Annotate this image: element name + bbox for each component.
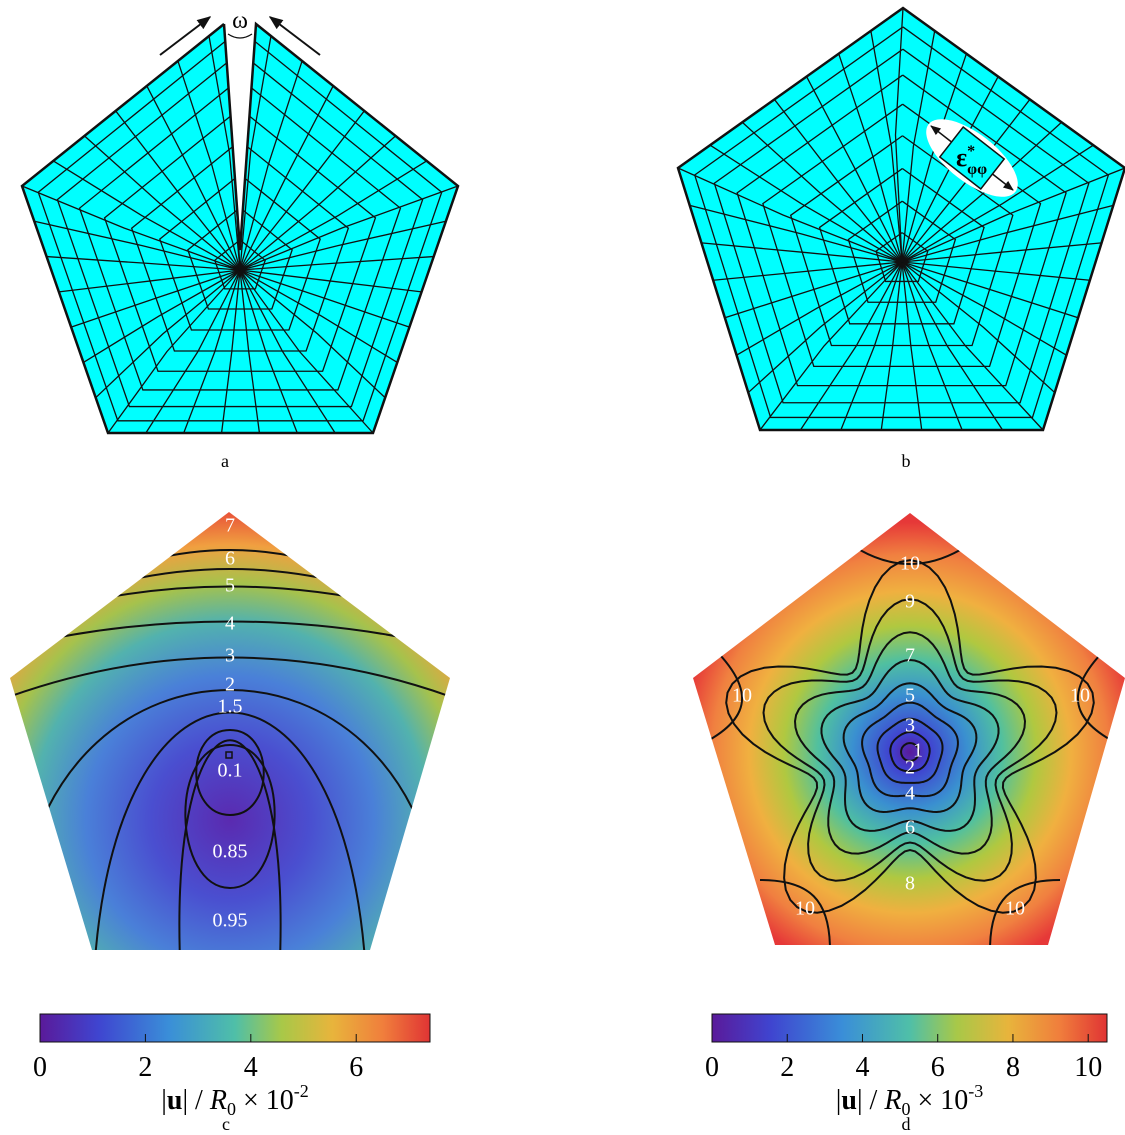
- colorbar: [40, 1014, 430, 1042]
- label-part: /: [195, 1085, 203, 1116]
- label-part: ×: [243, 1085, 259, 1116]
- contour-label: 5: [225, 575, 235, 597]
- label-part: R: [883, 1085, 901, 1116]
- contour-label: 3: [905, 715, 915, 737]
- tick-label: 2: [138, 1052, 152, 1083]
- tick-label: 4: [244, 1052, 258, 1083]
- tick-label: 6: [349, 1052, 363, 1083]
- contour-label: 9: [905, 591, 915, 613]
- contour-label: 6: [225, 548, 235, 570]
- contour-label: 10: [1070, 685, 1090, 707]
- contour-label: 5: [905, 685, 915, 707]
- contour-label: 10: [795, 898, 815, 920]
- contour-label: 10: [732, 685, 752, 707]
- panel-label: d: [902, 1114, 911, 1134]
- contour-label: 10: [1005, 898, 1025, 920]
- panel-b: ε*φφ b: [678, 8, 1125, 471]
- contour-label: 4: [905, 783, 915, 805]
- contour-label: 10: [900, 553, 920, 575]
- panel-label: c: [222, 1114, 230, 1134]
- panel-label: a: [221, 451, 229, 471]
- strain-symbol: ε: [956, 143, 967, 172]
- contour-label: 1.5: [218, 696, 243, 718]
- colorbar: [712, 1014, 1107, 1042]
- mesh: [678, 8, 1125, 430]
- tick-label: 2: [780, 1052, 794, 1083]
- contour-label: 2: [905, 757, 915, 779]
- contour-label: 0.85: [213, 841, 248, 863]
- contour-label: 0.1: [218, 760, 243, 782]
- colorbar-label: |u|/R0×10-2: [161, 1081, 308, 1119]
- label-part: |: [182, 1085, 188, 1116]
- panel-a: ωa: [22, 2, 458, 471]
- tick-label: 6: [931, 1052, 945, 1083]
- figure: ωa ε*φφb 7654321.50.10.850.950246|u|/R0×…: [0, 0, 1125, 1135]
- strain-sup: *: [967, 143, 975, 160]
- label-part: /: [870, 1085, 878, 1116]
- label-part: u: [167, 1085, 183, 1116]
- label-part: 10: [940, 1085, 968, 1116]
- label-part: |: [857, 1085, 863, 1116]
- tick-label: 0: [705, 1052, 719, 1083]
- contour-label: 8: [905, 873, 915, 895]
- tick-label: 8: [1006, 1052, 1020, 1083]
- contour-label: 2: [225, 674, 235, 696]
- strain-sub: φφ: [967, 161, 987, 178]
- contour-label: 3: [225, 645, 235, 667]
- tick-label: 4: [855, 1052, 869, 1083]
- angle-label: ω: [232, 8, 248, 34]
- label-part: -2: [294, 1081, 309, 1101]
- contour-label: 0.95: [213, 910, 248, 932]
- contour-label: 6: [905, 817, 915, 839]
- label-part: ×: [917, 1085, 933, 1116]
- contour-label: 7: [225, 515, 235, 537]
- tick-label: 10: [1074, 1052, 1102, 1083]
- tick-label: 0: [33, 1052, 47, 1083]
- label-part: R: [209, 1085, 227, 1116]
- contour-label: 7: [905, 645, 915, 667]
- label-part: -3: [968, 1081, 983, 1101]
- contour-label: 4: [225, 613, 235, 635]
- label-part: u: [841, 1085, 857, 1116]
- panel-label: b: [902, 451, 911, 471]
- label-part: 10: [266, 1085, 294, 1116]
